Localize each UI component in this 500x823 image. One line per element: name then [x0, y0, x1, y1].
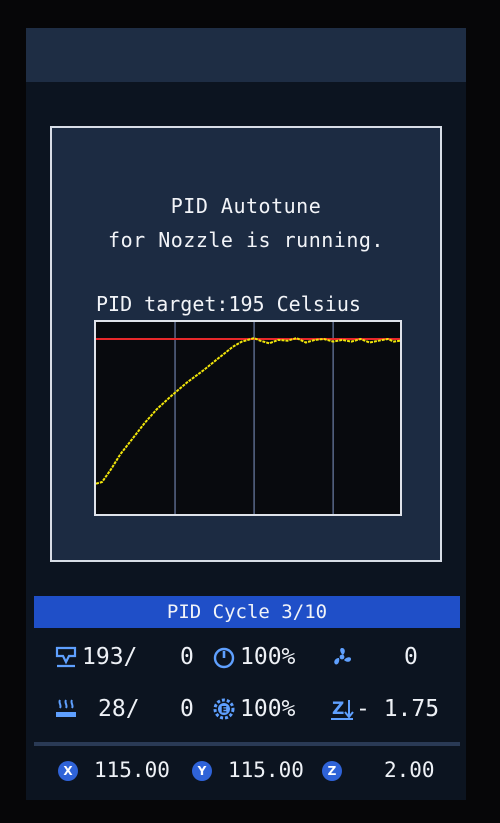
z-offset-icon: Z	[331, 699, 354, 720]
temperature-series-line	[96, 337, 400, 485]
bed-temp: 28/	[98, 696, 140, 722]
bed-heat-icon	[56, 699, 76, 717]
top-bar	[26, 28, 466, 82]
temperature-chart	[96, 322, 400, 514]
z-axis-icon: Z	[322, 761, 342, 781]
nozzle-icon	[55, 646, 77, 668]
z-offset-value: - 1.75	[356, 696, 440, 722]
x-axis-icon: X	[58, 761, 78, 781]
fan-icon	[334, 648, 351, 665]
x-position: 115.00	[94, 758, 170, 782]
nozzle-temp: 193/	[82, 644, 138, 670]
status-divider	[34, 742, 460, 746]
pid-cycle-bar: PID Cycle 3/10	[34, 596, 460, 628]
pid-target-label: PID target:195 Celsius	[96, 292, 361, 316]
svg-text:E: E	[221, 706, 227, 716]
fan-speed: 0	[404, 644, 418, 670]
dialog-subtitle: for Nozzle is running.	[108, 228, 384, 252]
pid-autotune-dialog: PID Autotune for Nozzle is running. PID …	[50, 126, 442, 562]
z-position: 2.00	[384, 758, 435, 782]
dialog-title: PID Autotune	[170, 194, 322, 218]
bed-target: 0	[180, 696, 194, 722]
y-position: 115.00	[228, 758, 304, 782]
speed-gauge-icon	[213, 647, 235, 669]
svg-text:Z: Z	[332, 699, 344, 719]
y-axis-icon: Y	[192, 761, 212, 781]
flow-rate-icon: E	[213, 698, 235, 720]
temperature-graph	[94, 320, 402, 516]
flow-percent: 100%	[240, 696, 296, 722]
nozzle-target: 0	[180, 644, 194, 670]
speed-percent: 100%	[240, 644, 296, 670]
